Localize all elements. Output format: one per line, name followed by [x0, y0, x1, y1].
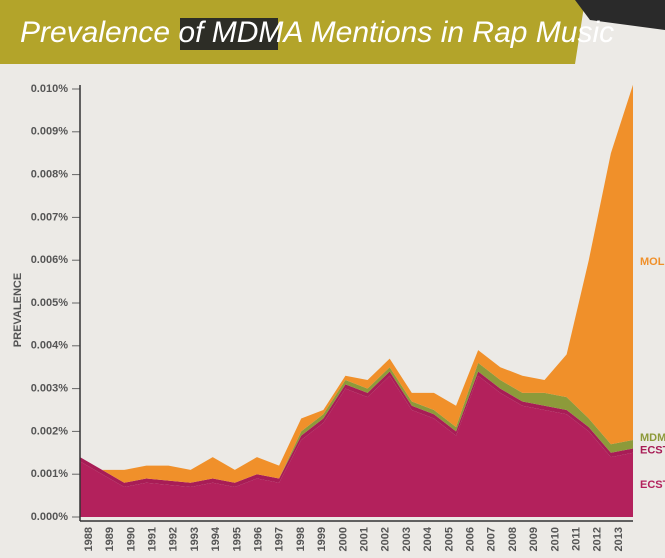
- y-tick-label: 0.003%: [31, 383, 69, 395]
- y-tick-label: 0.008%: [31, 169, 69, 181]
- y-tick-label: 0.005%: [31, 297, 69, 309]
- x-tick-label: 2004: [422, 526, 434, 551]
- x-tick-label: 1992: [168, 527, 180, 551]
- x-tick-label: 2001: [359, 527, 371, 551]
- chart-title: Prevalence of MDMA Mentions in Rap Music: [20, 16, 614, 49]
- x-tick-label: 1997: [274, 527, 286, 551]
- x-tick-label: 2002: [380, 527, 392, 551]
- series-label: MDM: [640, 432, 665, 444]
- x-tick-label: 1993: [189, 527, 201, 551]
- area: [80, 362, 633, 483]
- x-tick-label: 2000: [337, 527, 349, 551]
- y-tick-label: 0.001%: [31, 468, 69, 480]
- y-tick-label: 0.009%: [31, 126, 69, 138]
- x-tick-label: 1989: [104, 527, 116, 551]
- x-tick-label: 2009: [528, 527, 540, 551]
- x-tick-label: 1995: [231, 527, 243, 551]
- x-tick-label: 2010: [549, 527, 561, 551]
- plot-area: ECSTECSTMDMMOL0.000%0.001%0.002%0.003%0.…: [31, 83, 665, 552]
- x-tick-label: 2005: [443, 527, 455, 551]
- x-tick-label: 1994: [210, 526, 222, 551]
- x-tick-label: 1990: [125, 527, 137, 551]
- y-tick-label: 0.000%: [31, 511, 69, 523]
- y-tick-label: 0.004%: [31, 340, 69, 352]
- title-banner: [0, 0, 585, 64]
- series-label: ECST: [640, 479, 665, 491]
- x-tick-label: 2003: [401, 527, 413, 551]
- series-label: MOL: [640, 256, 665, 268]
- y-axis-label: PREVALENCE: [12, 273, 24, 347]
- title-highlight: [180, 18, 278, 50]
- x-tick-label: 2008: [507, 527, 519, 551]
- series-label: ECST: [640, 445, 665, 457]
- x-tick-label: 1996: [253, 527, 265, 551]
- x-tick-label: 1991: [147, 527, 159, 551]
- x-tick-label: 2007: [486, 527, 498, 551]
- y-tick-label: 0.006%: [31, 254, 69, 266]
- y-tick-label: 0.010%: [31, 83, 69, 95]
- x-tick-label: 2011: [571, 527, 583, 551]
- corner-decoration: [575, 0, 665, 30]
- x-tick-label: 2006: [465, 527, 477, 551]
- y-tick-label: 0.002%: [31, 425, 69, 437]
- x-tick-label: 2013: [613, 527, 625, 551]
- x-tick-label: 1998: [295, 527, 307, 551]
- y-tick-label: 0.007%: [31, 211, 69, 223]
- x-tick-label: 1999: [316, 527, 328, 551]
- x-tick-label: 1988: [83, 527, 95, 551]
- x-tick-label: 2012: [592, 527, 604, 551]
- area: [80, 375, 633, 517]
